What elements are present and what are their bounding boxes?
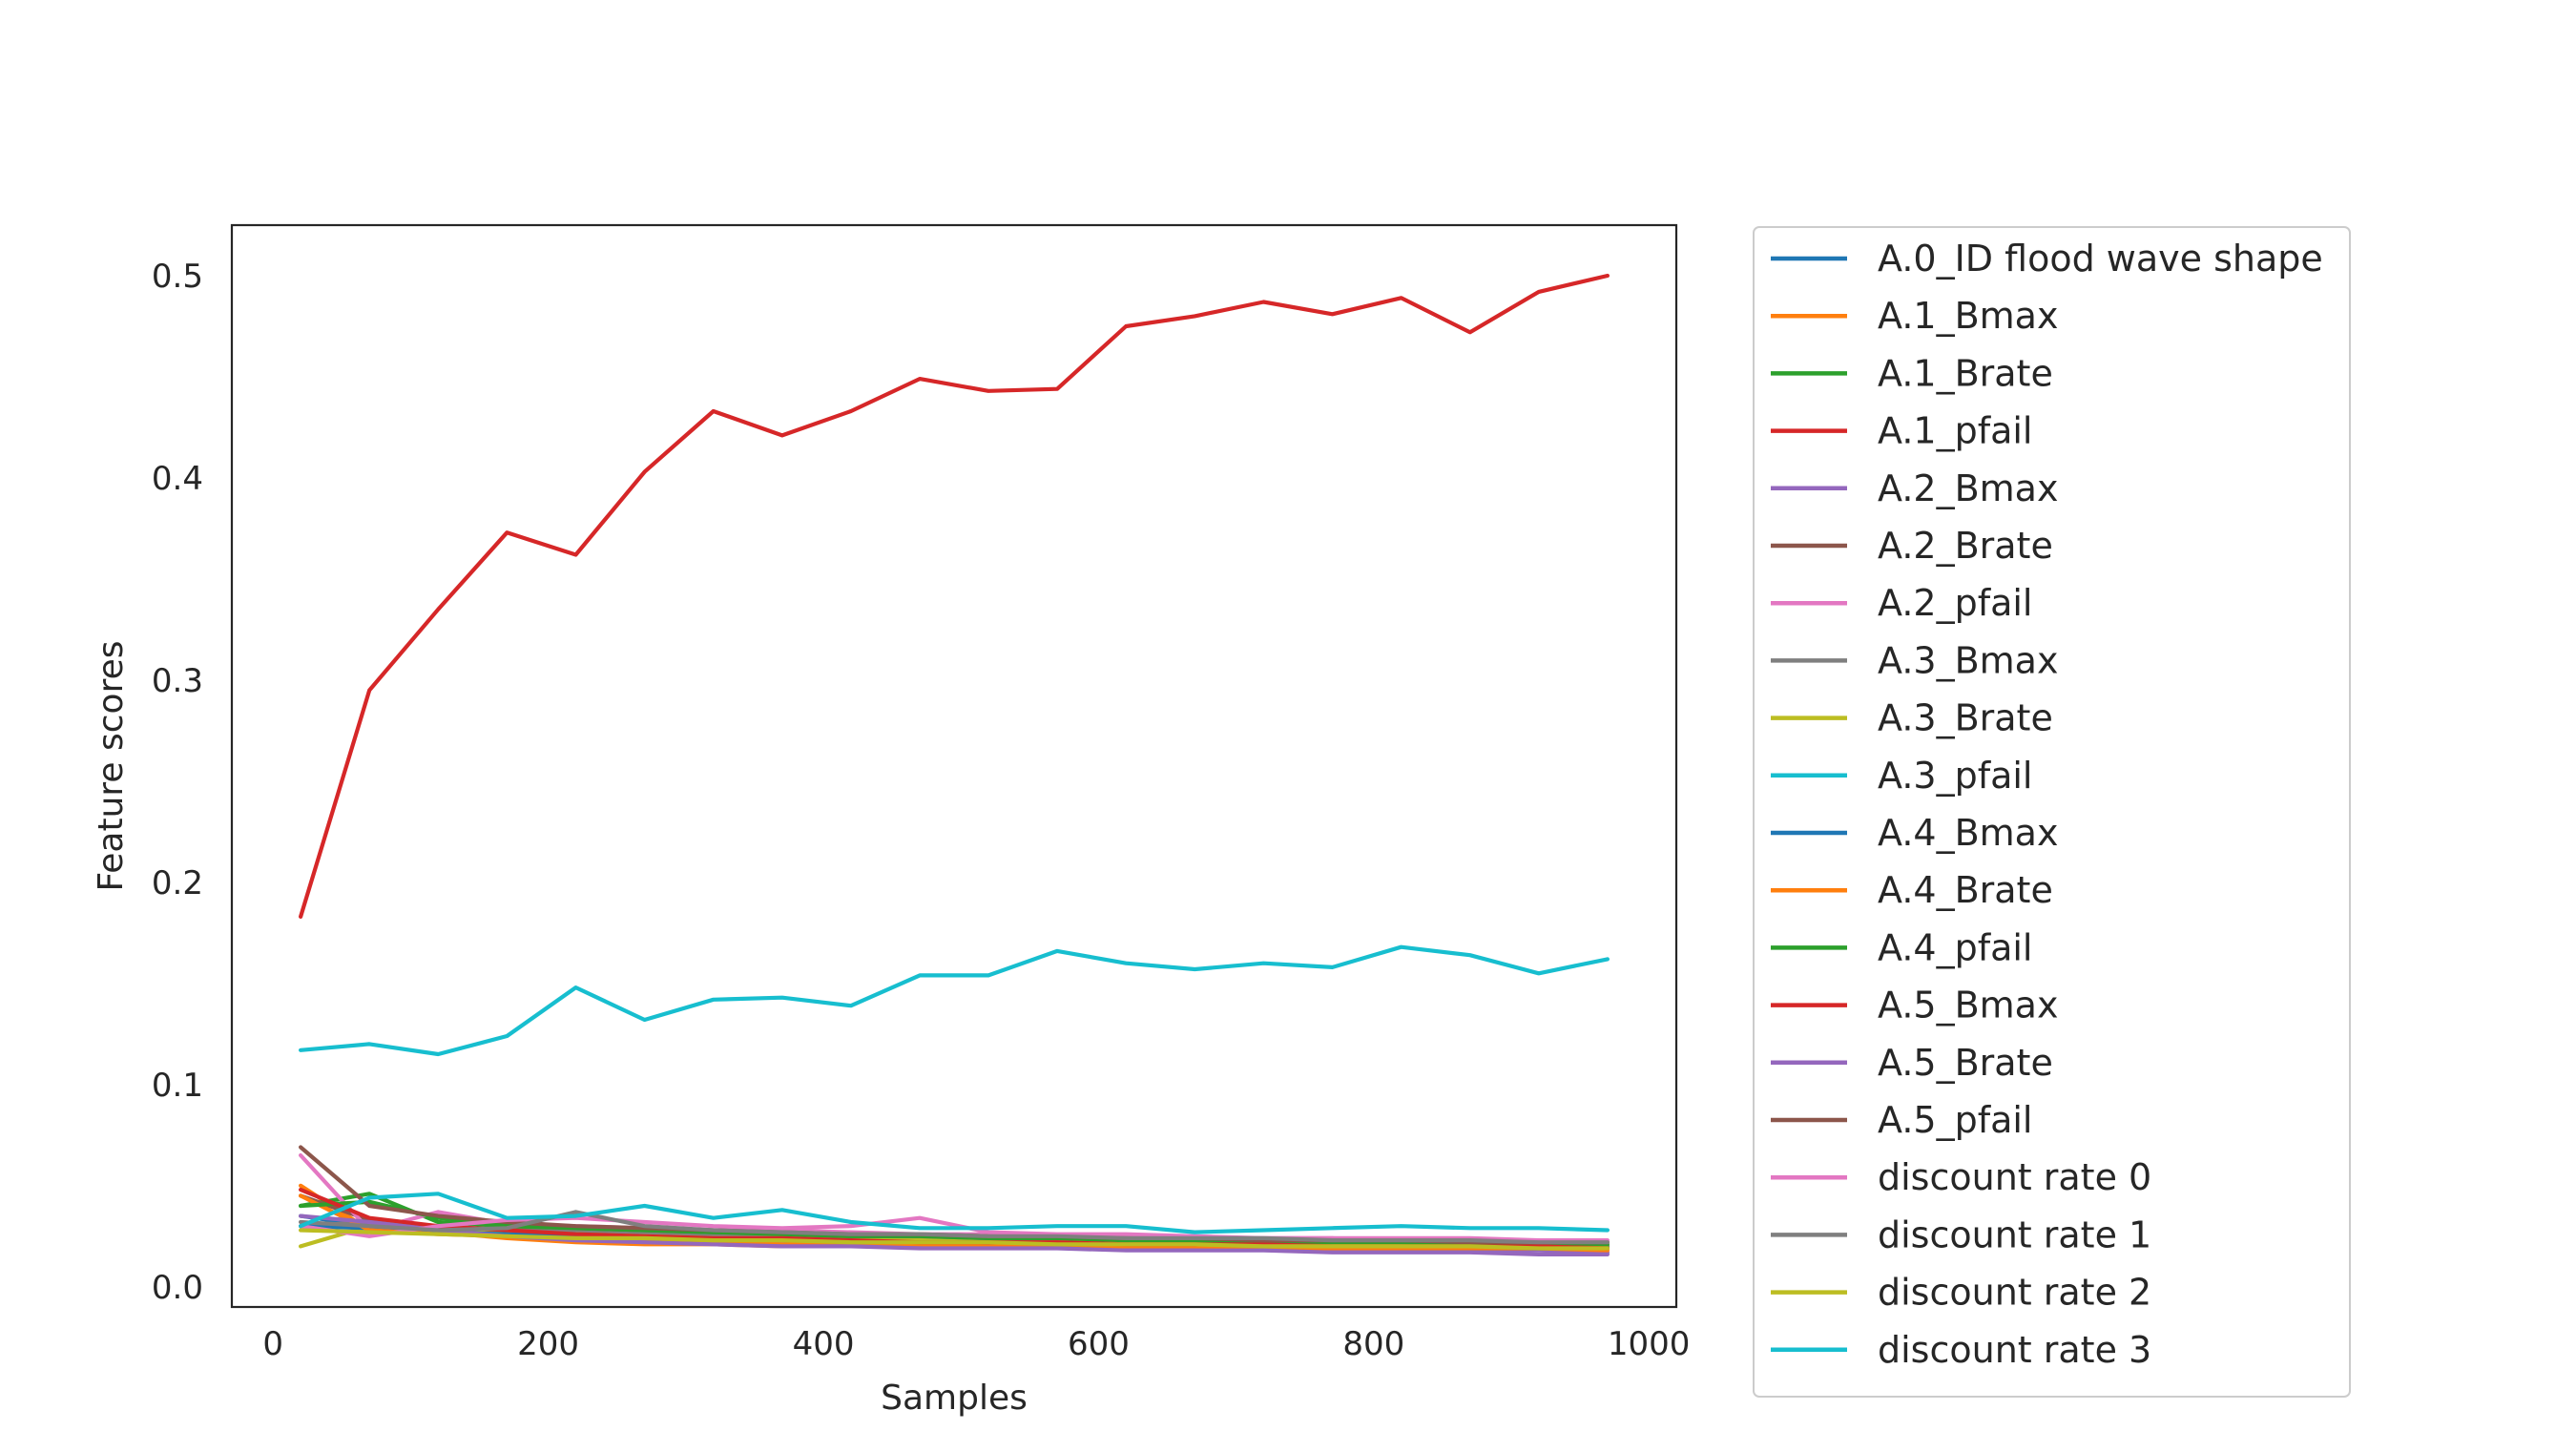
legend-box (1753, 226, 2351, 1398)
y-tick-label-2: 0.2 (152, 864, 203, 902)
legend-label-13: A.5_Bmax (1878, 985, 2058, 1027)
legend-label-3: A.1_pfail (1878, 410, 2032, 452)
legend-label-0: A.0_ID flood wave shape (1878, 238, 2323, 280)
series-line-3 (299, 273, 1610, 920)
series-line-16 (299, 1215, 1610, 1243)
y-tick-label-5: 0.5 (152, 258, 203, 296)
x-tick-label-1: 200 (517, 1325, 579, 1363)
legend-label-10: A.4_Bmax (1878, 812, 2058, 854)
x-axis-label: Samples (881, 1379, 1028, 1418)
legend-label-1: A.1_Bmax (1878, 295, 2058, 337)
legend-label-16: discount rate 0 (1878, 1156, 2151, 1198)
legend-label-14: A.5_Brate (1878, 1042, 2053, 1084)
legend-label-5: A.2_Brate (1878, 525, 2053, 567)
series-layer (299, 273, 1610, 1257)
x-tick-labels: 0 200 400 600 800 1000 (262, 1325, 1690, 1363)
y-tick-label-3: 0.3 (152, 662, 203, 700)
legend-label-2: A.1_Brate (1878, 352, 2053, 394)
x-tick-label-0: 0 (262, 1325, 283, 1363)
legend-label-12: A.4_pfail (1878, 926, 2032, 968)
series-line-9 (299, 944, 1610, 1057)
legend-label-4: A.2_Bmax (1878, 467, 2058, 509)
legend-label-11: A.4_Brate (1878, 869, 2053, 911)
legend-label-9: A.3_pfail (1878, 755, 2032, 797)
x-tick-label-2: 400 (793, 1325, 855, 1363)
y-axis-label: Feature scores (92, 641, 131, 892)
legend-label-6: A.2_pfail (1878, 582, 2032, 624)
x-tick-label-3: 600 (1068, 1325, 1130, 1363)
legend-label-19: discount rate 3 (1878, 1329, 2151, 1371)
y-tick-label-4: 0.4 (152, 460, 203, 498)
legend-label-15: A.5_pfail (1878, 1099, 2032, 1141)
y-tick-label-1: 0.1 (152, 1067, 203, 1105)
series-line-19 (299, 1192, 1610, 1234)
series-line-18 (299, 1228, 1610, 1251)
legend-label-8: A.3_Brate (1878, 697, 2053, 739)
y-tick-label-0: 0.0 (152, 1269, 203, 1307)
legend: A.0_ID flood wave shape A.1_Bmax A.1_Brate… (1753, 226, 2351, 1398)
legend-label-17: discount rate 1 (1878, 1213, 2151, 1255)
y-tick-labels: 0.0 0.1 0.2 0.3 0.4 0.5 (152, 258, 203, 1307)
x-tick-label-4: 800 (1342, 1325, 1404, 1363)
legend-label-18: discount rate 2 (1878, 1272, 2151, 1314)
legend-label-7: A.3_Bmax (1878, 639, 2058, 681)
series-line-17 (299, 1210, 1610, 1245)
x-tick-label-5: 1000 (1608, 1325, 1691, 1363)
plot-frame (230, 223, 1678, 1309)
